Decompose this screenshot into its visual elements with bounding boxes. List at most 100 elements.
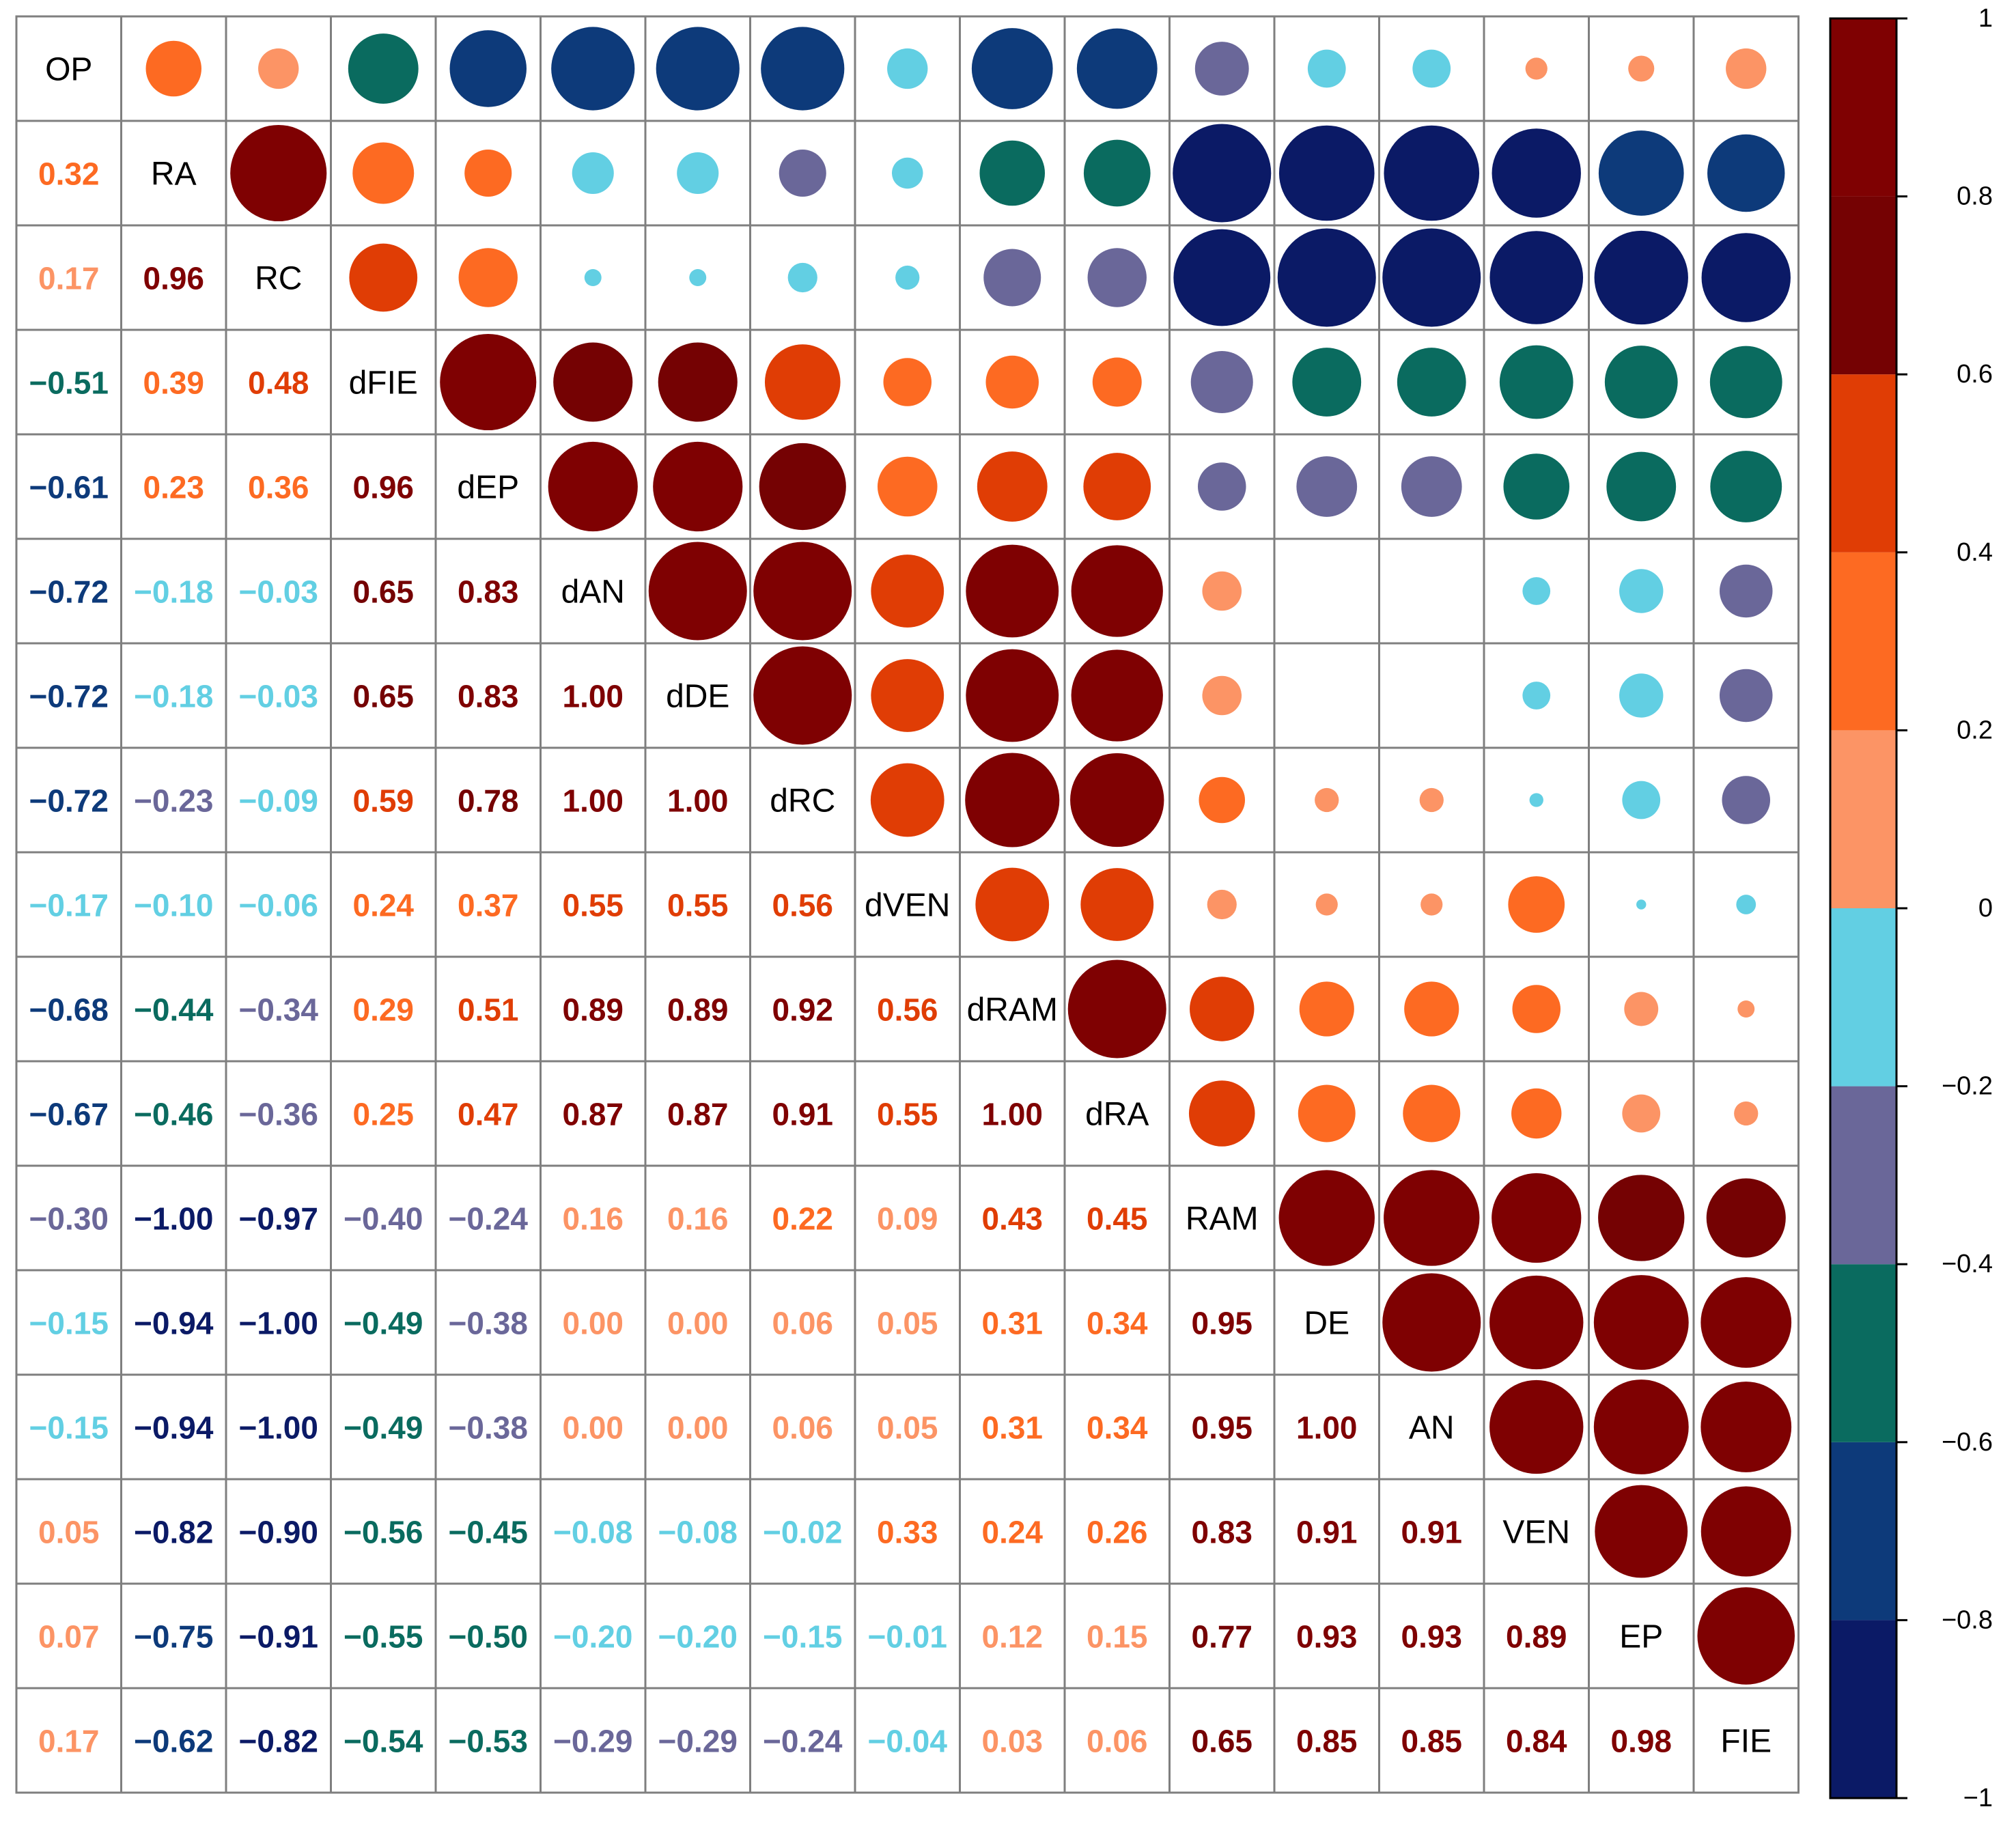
correlation-circle <box>1512 985 1561 1033</box>
matrix-cell <box>1168 1687 1276 1794</box>
variable-label-fie: FIE <box>1720 1724 1772 1760</box>
correlation-value: 0.06 <box>772 1306 833 1341</box>
correlation-value: −0.18 <box>134 574 213 610</box>
matrix-cell <box>1378 15 1485 122</box>
correlation-circle <box>1412 49 1451 88</box>
correlation-circle <box>1697 1587 1795 1685</box>
correlation-circle <box>979 140 1046 206</box>
correlation-circle <box>877 456 938 517</box>
correlation-value: 0.16 <box>667 1201 729 1237</box>
correlation-circle <box>584 269 602 286</box>
matrix-cell <box>854 851 961 958</box>
matrix-cell <box>330 328 437 436</box>
matrix-cell <box>1273 537 1380 645</box>
correlation-circle <box>440 333 537 431</box>
matrix-cell <box>434 1373 542 1481</box>
correlation-circle <box>1207 889 1237 920</box>
variable-label-dde: dDE <box>666 679 729 715</box>
correlation-value: 0.15 <box>1087 1619 1148 1655</box>
correlation-value: 0.06 <box>772 1410 833 1446</box>
correlation-circle <box>1706 1178 1786 1258</box>
correlation-circle <box>1202 675 1242 716</box>
correlation-value: 1.00 <box>562 679 624 714</box>
correlation-value: 0.56 <box>877 992 938 1028</box>
correlation-value: 0.00 <box>562 1410 624 1446</box>
correlation-value: −0.06 <box>239 888 318 923</box>
correlation-value: −0.67 <box>29 1097 109 1132</box>
correlation-circle <box>1076 28 1158 109</box>
matrix-cell <box>225 537 332 645</box>
matrix-cell <box>959 1687 1066 1794</box>
correlation-value: −0.90 <box>239 1515 318 1550</box>
correlation-circle <box>887 48 928 89</box>
matrix-cell <box>434 433 542 540</box>
variable-label-de: DE <box>1304 1306 1349 1342</box>
matrix-cell <box>15 120 122 227</box>
correlation-value: 0.25 <box>352 1097 414 1132</box>
matrix-cell <box>434 120 542 227</box>
correlation-circle <box>870 763 944 837</box>
correlation-circle <box>1401 456 1462 517</box>
correlation-value: 0.55 <box>877 1097 938 1132</box>
correlation-value: 0.83 <box>458 574 519 610</box>
correlation-value: −0.20 <box>553 1619 632 1655</box>
matrix-cell <box>1483 851 1590 958</box>
correlation-circle <box>1619 569 1664 613</box>
matrix-cell <box>330 433 437 540</box>
correlation-circle <box>1190 977 1255 1041</box>
correlation-value: −0.94 <box>134 1410 214 1446</box>
matrix-cell <box>120 1164 227 1272</box>
matrix-cell <box>120 433 227 540</box>
correlation-circle <box>1199 776 1246 824</box>
correlation-value: 0.45 <box>1087 1201 1148 1237</box>
correlation-value: 0.33 <box>877 1515 938 1550</box>
colorbar-segment <box>1830 1264 1896 1442</box>
matrix-cell <box>1063 1478 1171 1585</box>
matrix-cell <box>120 746 227 854</box>
correlation-circle <box>764 344 841 420</box>
correlation-value: −0.15 <box>763 1619 842 1655</box>
correlation-circle <box>1404 981 1459 1037</box>
correlation-value: 1.00 <box>1296 1410 1358 1446</box>
matrix-cell <box>1273 642 1380 749</box>
variable-label-ra: RA <box>151 156 197 193</box>
correlation-value: −0.36 <box>239 1097 318 1132</box>
matrix-cell <box>15 746 122 854</box>
correlation-circle <box>1593 1379 1689 1474</box>
correlation-circle <box>871 659 944 732</box>
matrix-cell <box>225 1687 332 1794</box>
correlation-circle <box>1737 1000 1755 1018</box>
matrix-cell <box>854 1060 961 1167</box>
correlation-value: −0.04 <box>868 1724 948 1759</box>
correlation-value: −0.72 <box>29 783 109 819</box>
matrix-cell <box>120 224 227 331</box>
correlation-circle <box>895 265 920 290</box>
correlation-value: 0.26 <box>1087 1515 1148 1550</box>
correlation-circle <box>761 27 845 111</box>
correlation-circle <box>1292 348 1362 417</box>
correlation-value: −0.03 <box>239 574 318 610</box>
correlation-circle <box>1397 348 1466 417</box>
correlation-value: 0.05 <box>877 1306 938 1341</box>
correlation-circle <box>145 40 201 97</box>
correlation-value: 0.65 <box>352 574 414 610</box>
matrix-cell <box>120 955 227 1063</box>
correlation-circle <box>977 451 1048 522</box>
correlation-circle <box>965 753 1060 847</box>
correlation-circle <box>966 544 1059 638</box>
correlation-circle <box>551 27 635 111</box>
correlation-value: 0.05 <box>877 1410 938 1446</box>
matrix-cell <box>330 1373 437 1481</box>
correlation-circle <box>348 33 419 104</box>
correlation-value: 0.59 <box>352 783 414 819</box>
matrix-cell <box>644 1373 751 1481</box>
correlation-value: 0.39 <box>143 365 204 401</box>
correlation-circle <box>1499 345 1573 419</box>
correlation-circle <box>1503 453 1570 520</box>
correlation-value: −1.00 <box>239 1306 318 1341</box>
correlation-value: 0.48 <box>248 365 309 401</box>
matrix-cell <box>15 955 122 1063</box>
correlation-value: 0.96 <box>143 261 204 296</box>
correlation-value: −0.50 <box>449 1619 528 1655</box>
correlation-circle <box>1489 231 1584 324</box>
